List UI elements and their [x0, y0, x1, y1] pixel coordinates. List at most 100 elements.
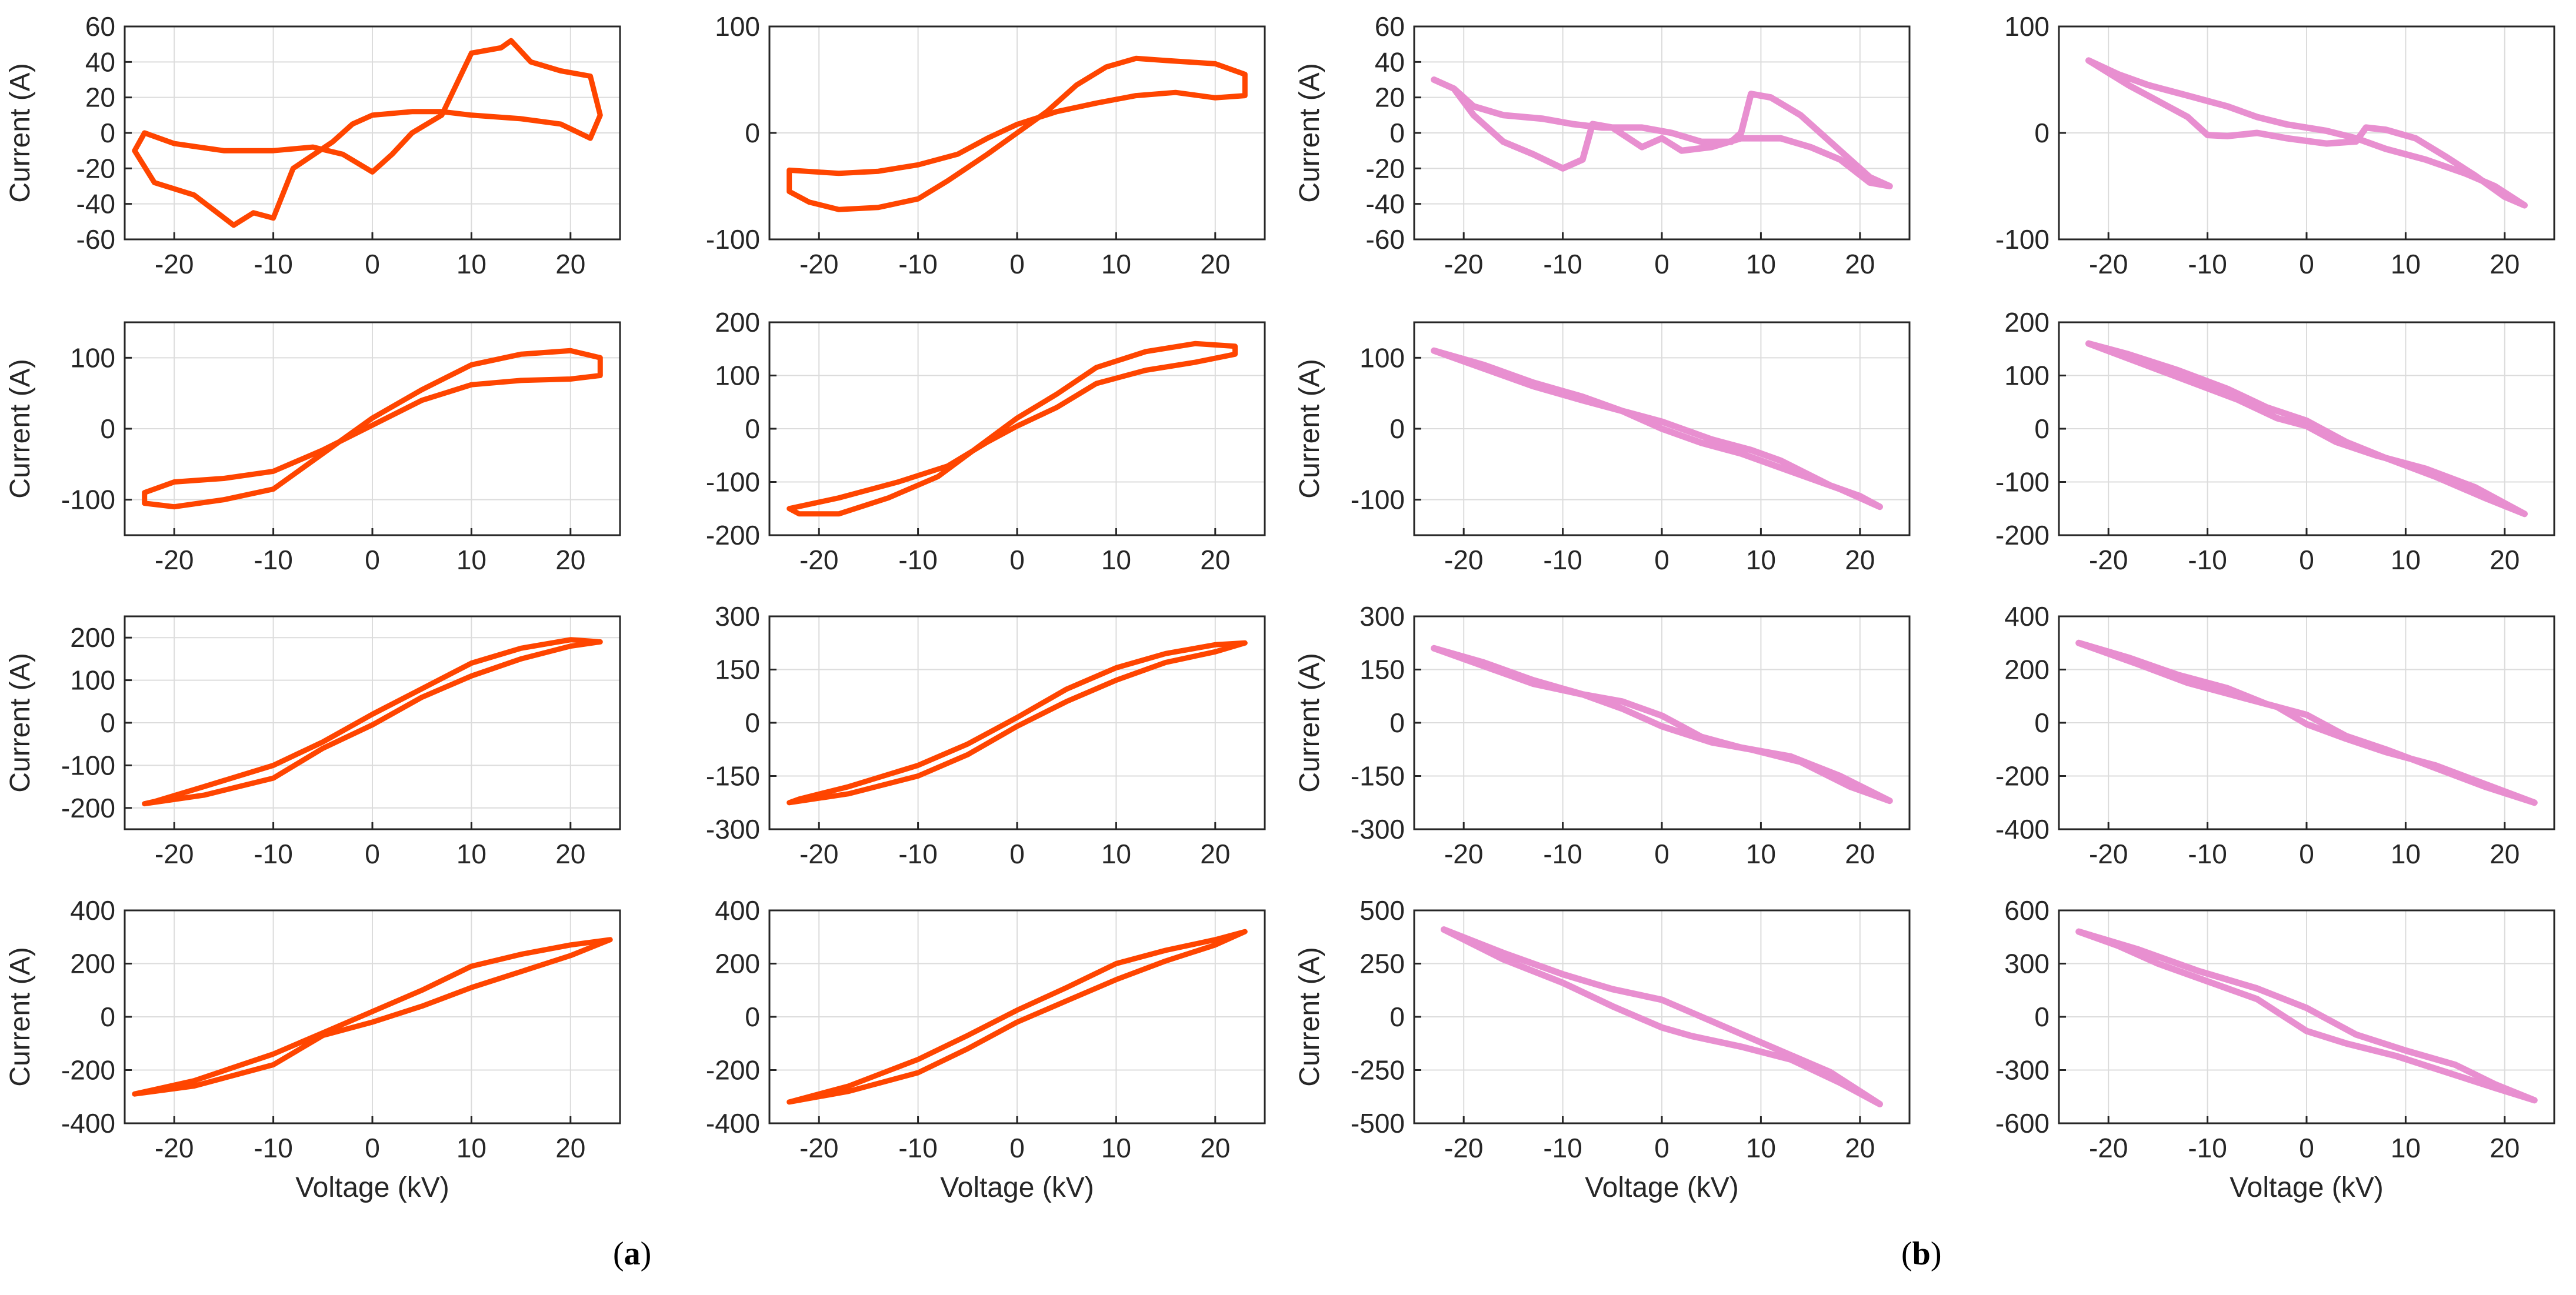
- y-tick-label: -20: [1366, 153, 1405, 183]
- y-tick-label: 0: [2034, 118, 2050, 148]
- x-tick-label: 10: [1101, 1133, 1131, 1163]
- x-tick-label: -20: [2089, 249, 2128, 279]
- x-tick-label: -10: [254, 1133, 292, 1163]
- x-tick-label: 20: [2490, 839, 2520, 869]
- y-tick-label: 0: [100, 707, 115, 738]
- x-axis-label: Voltage (kV): [2230, 1172, 2383, 1203]
- y-tick-label: -100: [706, 467, 760, 498]
- y-tick-label: 150: [1359, 655, 1405, 685]
- y-tick-label: 300: [715, 601, 760, 632]
- x-tick-label: 10: [2391, 545, 2421, 575]
- x-tick-label: -20: [1444, 1133, 1483, 1163]
- y-axis-label: Current (A): [5, 63, 36, 202]
- y-tick-label: -200: [1995, 761, 2050, 792]
- y-tick-label: 100: [2004, 361, 2050, 391]
- x-tick-label: -10: [1543, 545, 1582, 575]
- data-trace: [2075, 639, 2538, 806]
- x-tick-label: 0: [1654, 545, 1669, 575]
- data-trace: [142, 637, 603, 807]
- y-tick-label: -250: [1351, 1055, 1405, 1086]
- data-trace: [2085, 340, 2528, 518]
- y-tick-label: -400: [1995, 814, 2050, 845]
- y-tick-label: -100: [61, 485, 115, 515]
- y-tick-label: 0: [1389, 707, 1405, 738]
- x-tick-label: -20: [155, 249, 194, 279]
- x-tick-label: 10: [1746, 839, 1776, 869]
- y-tick-label: -150: [1351, 761, 1405, 792]
- y-tick-label: 0: [100, 118, 115, 148]
- y-tick-label: -200: [61, 1055, 115, 1086]
- y-tick-label: -40: [1366, 189, 1405, 219]
- x-tick-label: 20: [1200, 839, 1230, 869]
- y-axis-label: Current (A): [1294, 653, 1325, 792]
- y-axis-label: Current (A): [1294, 947, 1325, 1086]
- y-tick-label: -100: [1995, 224, 2050, 255]
- x-axis-label: Voltage (kV): [295, 1172, 449, 1203]
- x-tick-label: 20: [2490, 1133, 2520, 1163]
- x-tick-label: 0: [365, 1133, 380, 1163]
- x-tick-label: -10: [2188, 1133, 2227, 1163]
- y-tick-label: 300: [2004, 949, 2050, 979]
- x-tick-label: -20: [1444, 249, 1483, 279]
- x-tick-label: 20: [1845, 1133, 1875, 1163]
- x-tick-label: 20: [555, 839, 585, 869]
- x-tick-label: 10: [1101, 249, 1131, 279]
- y-tick-label: 0: [100, 1002, 115, 1032]
- data-trace: [132, 38, 603, 228]
- y-tick-label: -200: [706, 1055, 760, 1086]
- x-tick-label: -10: [898, 249, 937, 279]
- y-tick-label: -200: [706, 520, 760, 550]
- subplot-b-r3c1: -20 -10 0 10 20 -300 -150 0 150 300 Current (A): [1294, 601, 1911, 869]
- x-tick-label: 0: [2299, 839, 2314, 869]
- x-tick-label: 10: [2391, 249, 2421, 279]
- x-tick-label: 0: [365, 545, 380, 575]
- x-tick-label: 0: [2299, 249, 2314, 279]
- data-trace: [787, 55, 1248, 212]
- x-tick-label: -20: [1444, 545, 1483, 575]
- y-tick-label: -20: [76, 153, 115, 183]
- x-tick-label: 10: [456, 249, 486, 279]
- x-tick-label: -20: [155, 1133, 194, 1163]
- x-tick-label: -20: [799, 545, 838, 575]
- subplot-b-r4c2: -20 -10 0 10 20 -600 -300 0 300 600 Voltage (kV): [1995, 895, 2555, 1203]
- x-tick-label: 0: [1009, 839, 1025, 869]
- y-tick-label: 0: [745, 707, 760, 738]
- y-axis-label: Current (A): [5, 359, 36, 498]
- y-tick-label: -300: [1351, 814, 1405, 845]
- subplot-a-r3c2: -20 -10 0 10 20 -300 -150 0 150 300: [706, 601, 1266, 869]
- y-tick-label: 200: [70, 622, 115, 653]
- y-tick-label: 200: [2004, 655, 2050, 685]
- x-tick-label: -10: [2188, 249, 2227, 279]
- x-tick-label: 0: [1009, 249, 1025, 279]
- y-tick-label: -200: [1995, 520, 2050, 550]
- y-tick-label: -600: [1995, 1108, 2050, 1139]
- x-tick-label: 20: [555, 1133, 585, 1163]
- x-tick-label: -20: [799, 249, 838, 279]
- x-tick-label: -10: [1543, 1133, 1582, 1163]
- y-tick-label: 20: [85, 82, 115, 113]
- x-tick-label: -10: [254, 839, 292, 869]
- x-tick-label: -20: [2089, 1133, 2128, 1163]
- x-tick-label: 0: [365, 839, 380, 869]
- x-tick-label: -20: [155, 839, 194, 869]
- x-tick-label: -20: [2089, 839, 2128, 869]
- y-tick-label: 0: [1389, 1002, 1405, 1032]
- subplot-b-r4c1: -20 -10 0 10 20 -500 -250 0 250 500 Current (A) Vol…: [1294, 895, 1911, 1203]
- y-tick-label: 200: [70, 949, 115, 979]
- x-tick-label: 20: [555, 249, 585, 279]
- y-tick-label: 200: [715, 307, 760, 338]
- x-tick-label: 10: [1101, 545, 1131, 575]
- x-tick-label: -10: [898, 1133, 937, 1163]
- x-tick-label: -10: [898, 839, 937, 869]
- y-tick-label: 0: [745, 1002, 760, 1032]
- data-trace: [1431, 76, 1893, 189]
- subplot-a-r4c2: -20 -10 0 10 20 -400 -200 0 200 400 Voltage (kV): [706, 895, 1266, 1203]
- y-tick-label: -400: [61, 1108, 115, 1139]
- data-trace: [787, 341, 1238, 517]
- subplot-b-r1c1: -20 -10 0 10 20 -60 -40 -20 0 20 40 60 Current (A): [1294, 11, 1911, 279]
- y-tick-label: 150: [715, 655, 760, 685]
- x-tick-label: 20: [1845, 839, 1875, 869]
- x-tick-label: 0: [1654, 839, 1669, 869]
